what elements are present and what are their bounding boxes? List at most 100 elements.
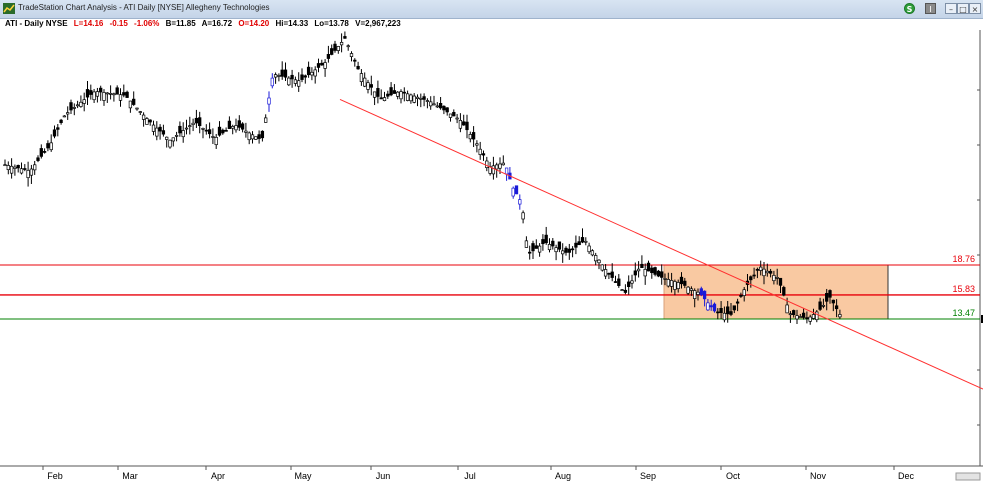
- volume: V=2,967,223: [355, 19, 401, 28]
- price-bar-body: [749, 276, 753, 281]
- price-bar-body: [785, 304, 789, 314]
- minimize-button[interactable]: –: [945, 3, 957, 14]
- price-bar-body: [597, 259, 601, 264]
- price-bar-body: [759, 266, 763, 271]
- price-bar-body: [372, 91, 377, 98]
- price-bar-body: [574, 242, 578, 248]
- time-axis-label-oct: Oct: [726, 471, 741, 481]
- price-bar-body: [478, 148, 482, 155]
- price-bar-body: [669, 280, 674, 287]
- price-bar-body: [339, 42, 344, 46]
- price-bar-body: [181, 130, 185, 138]
- price-bar-body: [633, 270, 637, 276]
- price-bar-body: [52, 129, 57, 137]
- price-bar-body: [481, 153, 486, 156]
- price-bar-body: [762, 268, 766, 277]
- price-bar-body: [630, 280, 634, 284]
- price-bar-body: [287, 77, 291, 86]
- low-price: Lo=13.78: [314, 19, 349, 28]
- price-bar-body: [772, 274, 776, 282]
- price-bar-body: [646, 262, 651, 272]
- price-bar-body: [178, 125, 182, 134]
- price-bar-body: [537, 245, 542, 253]
- chart-area[interactable]: 18.76 15.83 13.47 Feb Mar Apr May Jun Jul Aug Sep O…: [0, 30, 983, 496]
- price-bar-body: [155, 127, 159, 137]
- high-price: Hi=14.33: [275, 19, 309, 28]
- net-change: -0.15: [109, 19, 128, 28]
- price-bar-body: [584, 240, 588, 243]
- price-bar-body: [465, 121, 469, 131]
- price-bar-body: [198, 117, 202, 127]
- last-price: L=14.16: [73, 19, 104, 28]
- price-bar-body: [706, 302, 710, 311]
- price-bar-body: [732, 305, 736, 311]
- price-level-label: 13.47: [952, 308, 975, 318]
- price-bar-body: [145, 118, 149, 125]
- price-bar-body: [709, 305, 713, 308]
- price-bar-body: [607, 272, 611, 275]
- time-axis-label-feb: Feb: [47, 471, 63, 481]
- price-bar-body: [798, 316, 802, 318]
- price-bar-body: [656, 270, 661, 277]
- time-axis-label-jun: Jun: [376, 471, 391, 481]
- price-bar-body: [69, 102, 73, 111]
- window-titlebar: TradeStation Chart Analysis - ATI Daily …: [0, 0, 983, 19]
- price-bar-body: [557, 241, 562, 250]
- price-bar-body: [349, 53, 354, 57]
- price-bar-body: [257, 134, 261, 139]
- price-bar-body: [326, 54, 331, 59]
- price-bar-body: [521, 212, 525, 220]
- price-bar-body: [359, 73, 364, 83]
- close-button[interactable]: ×: [969, 3, 981, 14]
- price-bar-body: [49, 142, 53, 151]
- price-bar-body: [108, 93, 113, 95]
- price-bar-body: [693, 290, 697, 299]
- price-bar-body: [280, 69, 284, 77]
- price-bar-body: [184, 127, 189, 130]
- percent-change: -1.06%: [134, 19, 160, 28]
- price-bar-body: [524, 240, 529, 248]
- price-bar-body: [165, 136, 169, 140]
- price-bar-body: [290, 74, 294, 80]
- price-bar-body: [534, 245, 538, 249]
- price-bar-body: [336, 46, 340, 51]
- symbol-link-button[interactable]: S: [904, 3, 915, 14]
- price-chart[interactable]: 18.76 15.83 13.47 Feb Mar Apr May Jun Jul Aug Sep O…: [0, 30, 983, 496]
- price-bar-body: [468, 134, 472, 140]
- price-bar-body: [600, 264, 604, 271]
- price-bar-body: [283, 69, 288, 78]
- price-bar-body: [504, 167, 509, 175]
- price-bar-body: [722, 312, 727, 321]
- price-bar-body: [247, 132, 251, 141]
- price-bar-body: [676, 282, 680, 289]
- price-bar-body: [518, 199, 522, 205]
- price-bar-body: [699, 288, 703, 296]
- price-bar-body: [666, 279, 670, 287]
- price-bar-body: [217, 126, 222, 136]
- price-bar-body: [643, 268, 647, 277]
- price-bar-body: [79, 101, 83, 107]
- price-bar-body: [29, 168, 34, 176]
- maximize-button[interactable]: □: [957, 3, 969, 14]
- price-bar-body: [135, 107, 139, 110]
- price-bar-body: [105, 92, 109, 95]
- bid-price: B=11.85: [165, 19, 196, 28]
- price-bar-body: [207, 129, 212, 135]
- price-bar-body: [818, 301, 822, 310]
- price-bar-body: [640, 263, 644, 268]
- price-bar-body: [13, 166, 17, 169]
- price-bar-body: [85, 89, 90, 98]
- price-bar-body: [435, 105, 439, 108]
- price-bar-body: [244, 130, 248, 133]
- price-bar-body: [270, 77, 274, 87]
- price-bar-body: [531, 243, 535, 252]
- price-bar-body: [755, 268, 760, 271]
- price-bar-body: [742, 289, 746, 296]
- price-bar-body: [442, 105, 446, 111]
- price-bar-body: [363, 77, 367, 87]
- price-bar-body: [221, 129, 225, 134]
- chart-style-button[interactable]: I: [925, 3, 936, 14]
- price-bar-body: [33, 164, 37, 171]
- price-bar-body: [438, 103, 443, 109]
- price-bar-body: [610, 271, 614, 278]
